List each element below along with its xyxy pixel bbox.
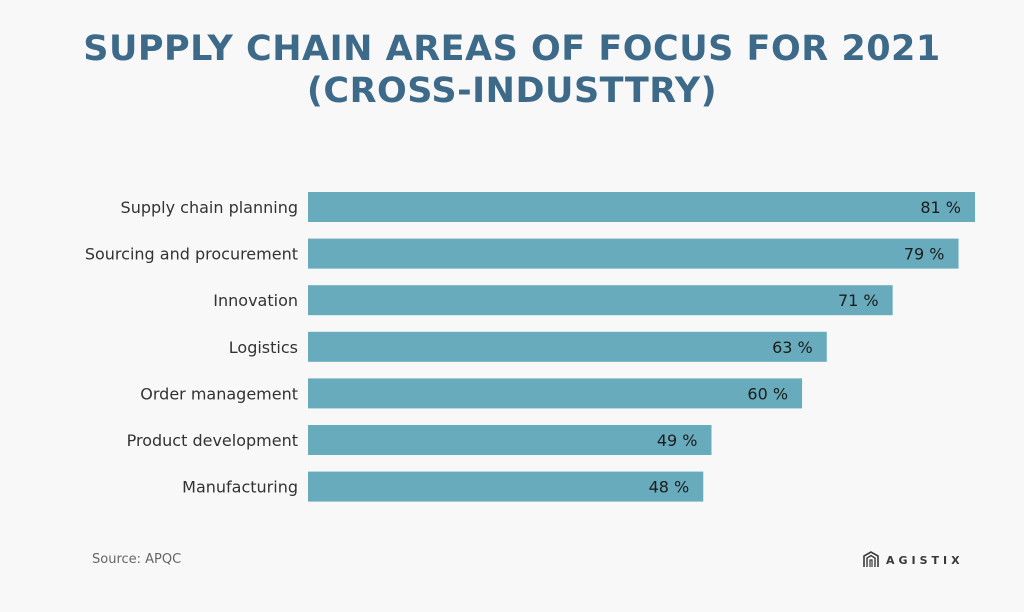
value-label-innovation: 71 %	[838, 291, 879, 310]
bar-manufacturing	[308, 471, 704, 502]
value-label-sourcing-and-procurement: 79 %	[904, 245, 945, 264]
bar-innovation	[308, 285, 893, 316]
bar-sourcing-and-procurement	[308, 238, 959, 269]
source-note: Source: APQC	[92, 552, 182, 567]
agistix-logo-text: AGISTIX	[886, 553, 964, 567]
category-label-product-development: Product development	[127, 431, 298, 450]
category-label-order-management: Order management	[140, 384, 298, 403]
bar-product-development	[308, 425, 712, 455]
category-label-innovation: Innovation	[213, 291, 298, 310]
value-label-logistics: 63 %	[772, 338, 813, 357]
chart-title: SUPPLY CHAIN AREAS OF FOCUS FOR 2021 (CR…	[0, 28, 1024, 112]
bar-order-management	[308, 378, 803, 409]
category-label-logistics: Logistics	[229, 338, 298, 357]
bar-supply-chain-planning	[308, 192, 975, 222]
value-label-supply-chain-planning: 81 %	[920, 198, 961, 217]
value-label-product-development: 49 %	[657, 431, 698, 450]
value-label-order-management: 60 %	[747, 384, 788, 403]
category-label-supply-chain-planning: Supply chain planning	[121, 198, 298, 217]
chart-title-line-1: SUPPLY CHAIN AREAS OF FOCUS FOR 2021	[83, 29, 941, 69]
category-label-manufacturing: Manufacturing	[182, 478, 298, 497]
chart-title-line-2: (CROSS-INDUSTTRY)	[306, 71, 718, 111]
value-label-manufacturing: 48 %	[649, 478, 690, 497]
agistix-logo-icon	[863, 551, 879, 567]
agistix-logo: AGISTIX	[862, 549, 964, 571]
bar-logistics	[308, 331, 827, 362]
category-label-sourcing-and-procurement: Sourcing and procurement	[85, 245, 298, 264]
